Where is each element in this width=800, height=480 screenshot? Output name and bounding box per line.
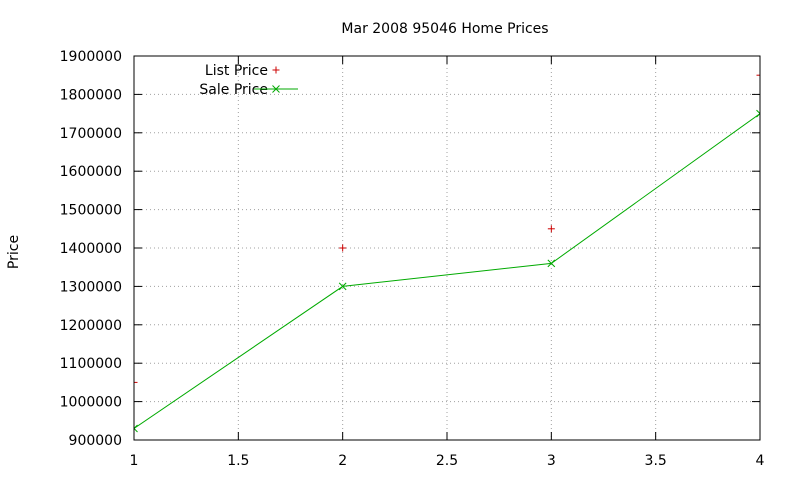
legend-label-sale-price: Sale Price bbox=[199, 82, 268, 98]
series-sale-price bbox=[134, 109, 760, 433]
y-tick-label: 1200000 bbox=[60, 318, 122, 334]
plot-series bbox=[134, 71, 760, 433]
point-list-price bbox=[547, 225, 555, 233]
x-tick-label: 1 bbox=[130, 453, 139, 469]
series-list-price bbox=[134, 71, 760, 386]
point-list-price bbox=[134, 378, 138, 386]
y-tick-label: 1900000 bbox=[60, 49, 122, 65]
y-axis-label: Price bbox=[6, 235, 22, 269]
legend-marker-sale-price bbox=[272, 85, 280, 93]
x-tick-label: 3 bbox=[547, 453, 556, 469]
point-list-price bbox=[339, 244, 347, 252]
point-sale-price bbox=[338, 282, 347, 291]
y-tick-label: 1400000 bbox=[60, 241, 122, 257]
legend: List Price Sale Price bbox=[199, 63, 298, 98]
y-tick-label: 1100000 bbox=[60, 356, 122, 372]
x-tick-label: 4 bbox=[756, 453, 765, 469]
legend-marker-list-price bbox=[272, 66, 280, 74]
y-tick-label: 1800000 bbox=[60, 87, 122, 103]
x-tick-label: 2.5 bbox=[436, 453, 458, 469]
plot-frame bbox=[133, 55, 761, 441]
line-sale-price bbox=[134, 113, 760, 429]
y-tick-label: 1700000 bbox=[60, 126, 122, 142]
point-list-price bbox=[756, 71, 760, 79]
x-tick-label: 1.5 bbox=[227, 453, 249, 469]
y-tick-label: 1600000 bbox=[60, 164, 122, 180]
x-tick-label: 2 bbox=[338, 453, 347, 469]
y-tick-label: 1500000 bbox=[60, 203, 122, 219]
grid-lines bbox=[134, 56, 760, 440]
point-sale-price bbox=[756, 109, 760, 118]
y-tick-label: 1300000 bbox=[60, 279, 122, 295]
legend-label-list-price: List Price bbox=[205, 63, 268, 79]
y-tick-label: 1000000 bbox=[60, 395, 122, 411]
axis-ticks: 900000 1000000 1100000 1200000 1300000 140000… bbox=[60, 49, 765, 469]
y-tick-label: 900000 bbox=[69, 433, 122, 449]
point-sale-price bbox=[547, 259, 556, 268]
x-tick-label: 3.5 bbox=[645, 453, 667, 469]
chart-title: Mar 2008 95046 Home Prices bbox=[341, 21, 548, 37]
point-sale-price bbox=[134, 424, 138, 433]
